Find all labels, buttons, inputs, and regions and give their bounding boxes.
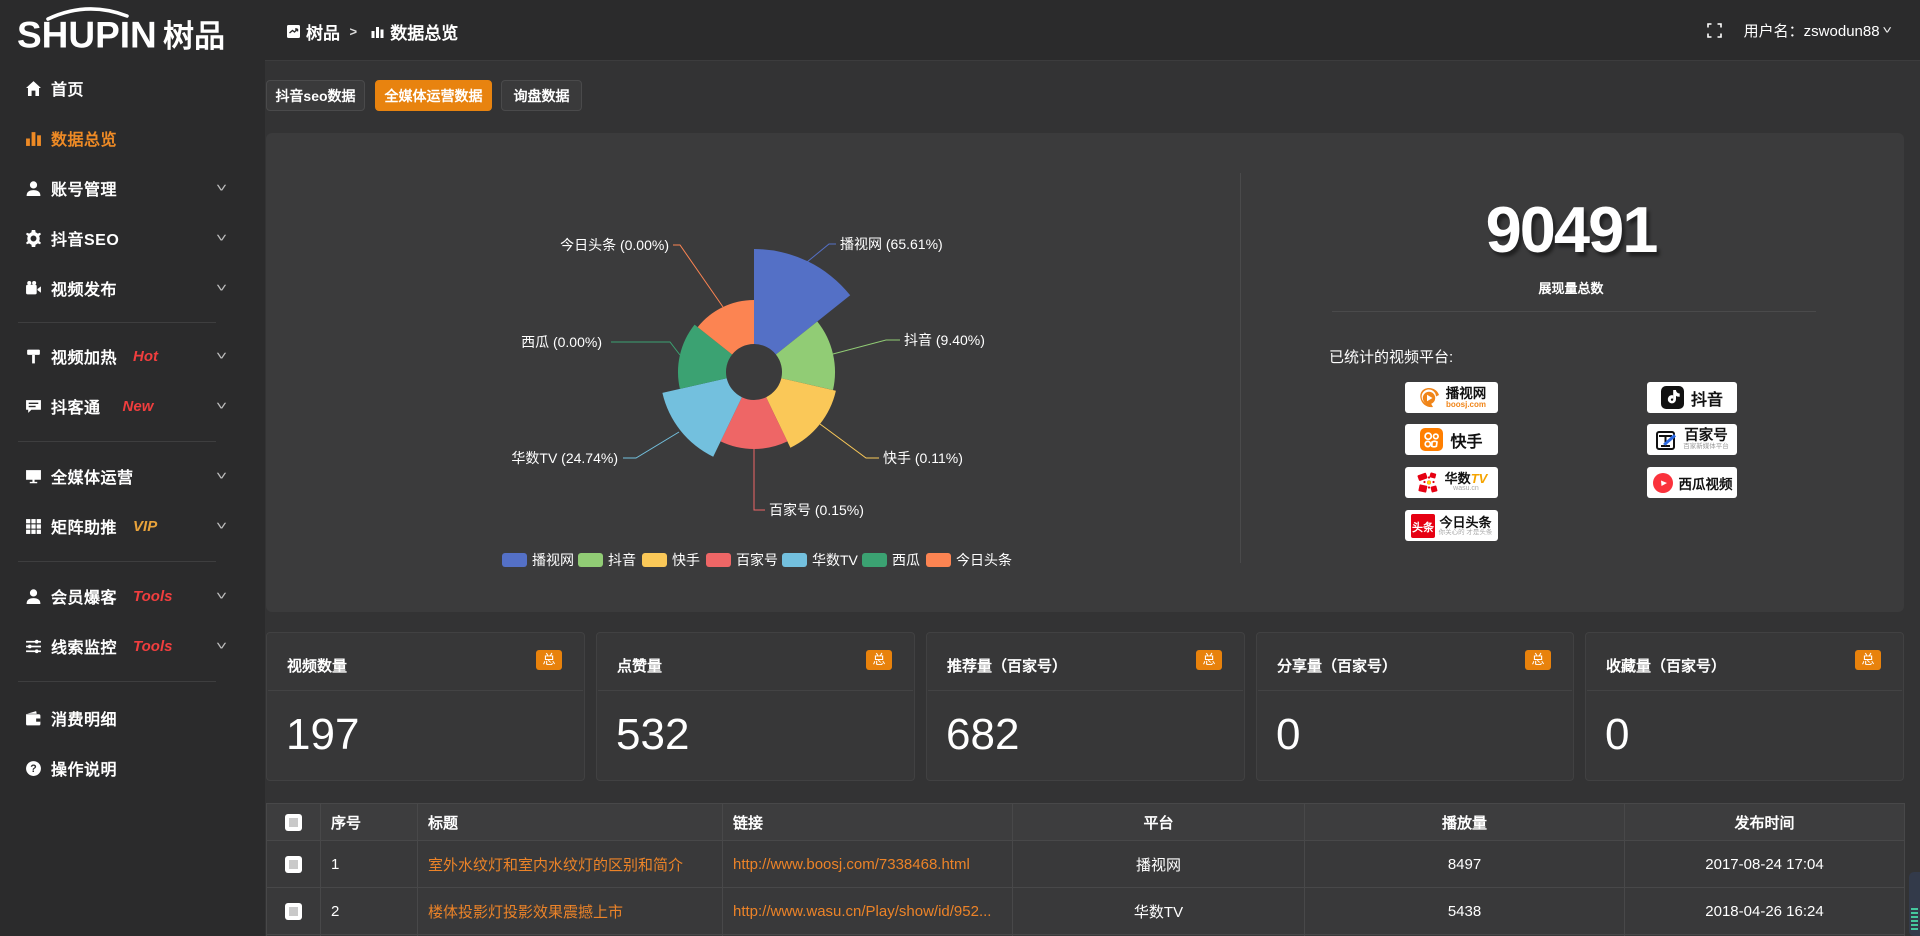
svg-text:头条: 头条 [1412,520,1435,534]
svg-text:百家号 (0.15%): 百家号 (0.15%) [769,502,864,518]
svg-text:快手: 快手 [672,552,700,568]
svg-text:百家号: 百家号 [736,552,778,568]
svg-text:快手 (0.11%): 快手 (0.11%) [883,450,963,466]
svg-text:播视网: 播视网 [532,552,574,568]
svg-text:华数TV (24.74%): 华数TV (24.74%) [511,450,618,466]
svg-text:今日头条 (0.00%): 今日头条 (0.00%) [560,237,669,253]
svg-text:华数TV: 华数TV [812,552,859,568]
svg-text:西瓜: 西瓜 [892,552,920,568]
svg-text:西瓜 (0.00%): 西瓜 (0.00%) [521,334,602,350]
svg-text:今日头条: 今日头条 [956,552,1012,568]
svg-text:?: ? [30,763,36,775]
svg-text:播视网 (65.61%): 播视网 (65.61%) [840,236,943,252]
svg-text:树品: 树品 [163,19,225,54]
svg-text:抖音 (9.40%): 抖音 (9.40%) [904,332,985,348]
svg-text:抖音: 抖音 [608,552,636,568]
svg-text:SHUPIN: SHUPIN [17,15,157,56]
